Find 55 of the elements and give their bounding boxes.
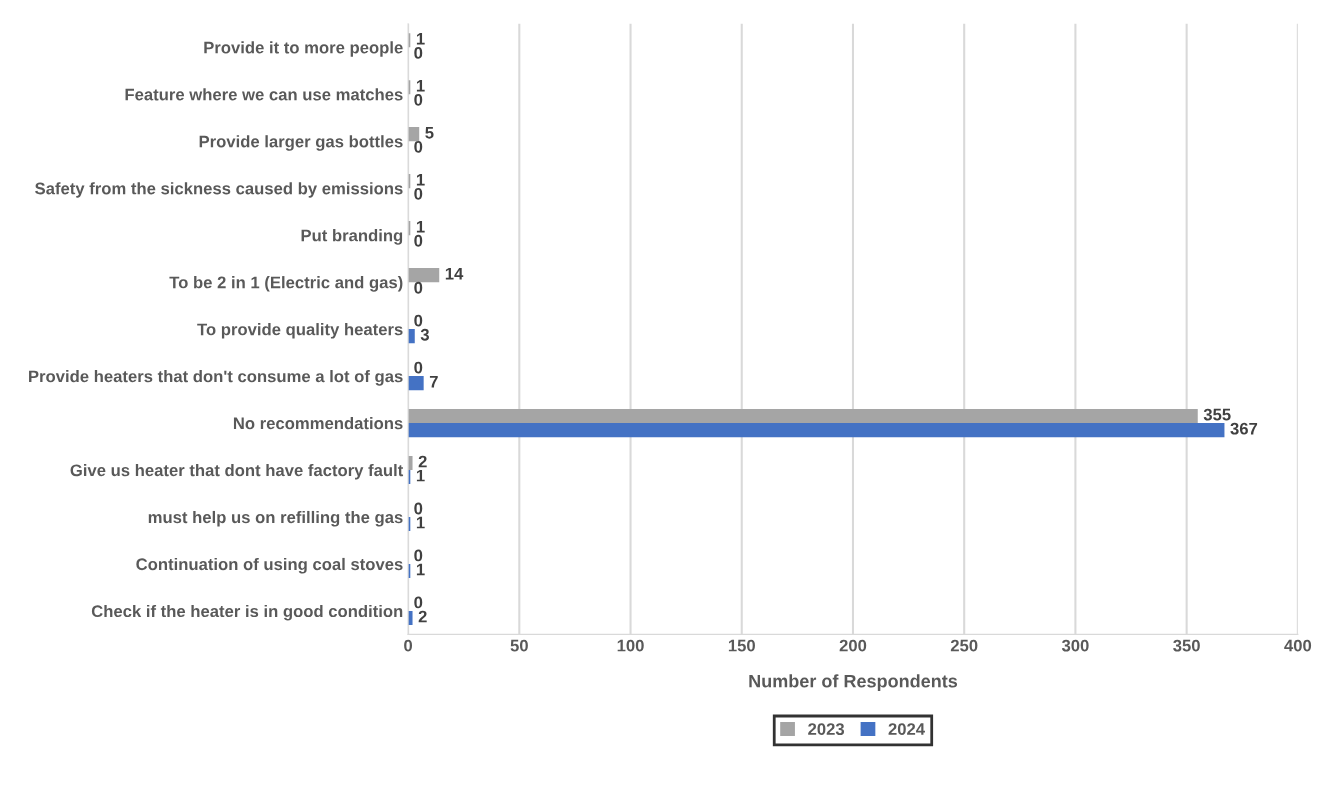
data-label: 1 [416,516,425,529]
data-label: 1 [416,80,425,92]
x-tick-label: 100 [617,639,644,652]
data-label: 0 [414,140,423,153]
data-label: 355 [1203,408,1231,421]
data-label: 1 [416,173,425,186]
data-label: 0 [414,46,423,59]
y-tick-label: Check if the heater is in good condition [91,604,403,621]
x-tick-label: 50 [510,639,528,652]
bar [408,376,424,391]
data-label: 2 [418,610,427,623]
data-label: 0 [414,234,423,247]
x-tick-label: 150 [728,639,755,652]
y-tick-label: Provide it to more people [204,41,403,57]
legend-label: 2023 [808,723,845,736]
y-tick-label: To be 2 in 1 (Electric and gas) [169,276,403,292]
data-label: 1 [416,563,425,576]
data-label: 2 [418,455,427,468]
data-label: 7 [429,375,438,388]
x-tick-label: 400 [1284,639,1312,652]
y-tick-label: Provide heaters that don't consume a lot of gas [29,370,403,386]
y-tick-label: No recommendations [233,417,403,430]
data-label: 0 [414,502,423,515]
y-tick-label: Put branding [301,229,403,245]
data-label: 3 [420,328,429,341]
data-label: 0 [414,281,423,294]
x-tick-label: 200 [839,639,867,652]
data-label: 0 [414,314,423,327]
legend-label: 2024 [888,723,925,735]
y-tick-label: Continuation of using coal stoves [136,557,403,574]
data-label: 367 [1230,422,1258,435]
x-axis-title: Number of Respondents [749,674,958,692]
bar [408,423,1225,438]
x-tick-label: 0 [404,639,413,652]
data-label: 0 [414,187,423,200]
y-tick-label: must help us on refilling the gas [148,510,403,527]
data-label: 5 [425,127,434,139]
data-label: 0 [414,93,423,106]
data-label: 0 [414,596,423,609]
y-tick-label: Give us heater that dont have factory fault [70,463,404,480]
data-label: 0 [414,549,423,562]
data-label: 14 [445,267,464,280]
bar [408,268,440,283]
data-label: 1 [416,220,425,233]
x-tick-label: 300 [1061,639,1089,652]
y-tick-label: To provide quality heaters [197,323,403,339]
x-tick-label: 250 [950,639,978,652]
x-tick-label: 350 [1173,639,1200,652]
data-label: 1 [416,469,425,482]
data-label: 0 [414,361,423,374]
y-tick-label: Safety from the sickness caused by emissions [35,182,403,198]
y-tick-label: Provide larger gas bottles [199,135,403,151]
data-label: 1 [416,33,425,45]
bar [408,408,1198,424]
y-tick-label: Feature where we can use matches [125,88,403,101]
